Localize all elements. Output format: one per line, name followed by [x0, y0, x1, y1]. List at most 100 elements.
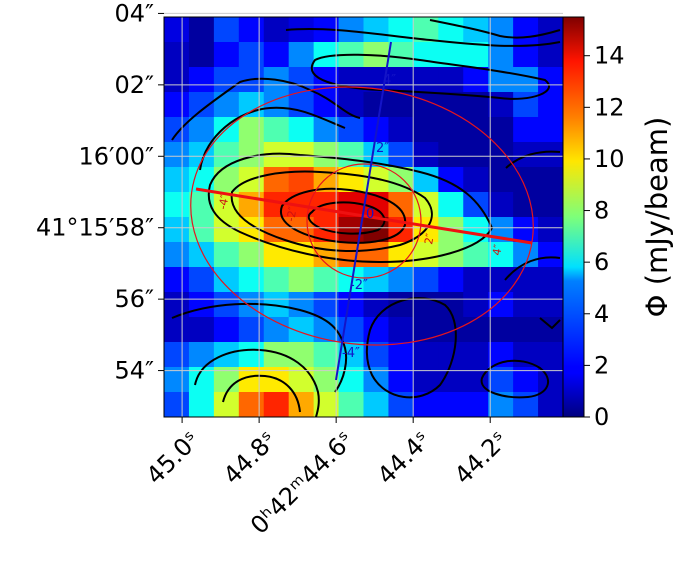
heatmap-cell: [438, 192, 464, 218]
heatmap-cell: [438, 92, 464, 118]
heatmap-cell: [164, 117, 190, 143]
heatmap-cell: [388, 367, 414, 393]
heatmap-cell: [313, 117, 340, 143]
heatmap-cell: [388, 42, 414, 68]
heatmap-cell: [363, 17, 390, 43]
heatmap-cell: [538, 217, 563, 243]
heatmap-cell: [213, 142, 240, 168]
colorbar: 0 2 4 6 8 10 12 14 Φ (mJy/beam): [562, 16, 674, 431]
heatmap-cell: [238, 267, 265, 293]
heatmap-cell: [164, 242, 190, 268]
colorbar-tick-label: 6: [594, 248, 609, 276]
heatmap-cell: [538, 42, 563, 68]
heatmap-cell: [463, 317, 489, 343]
heatmap-cell: [188, 67, 215, 93]
heatmap-cell: [164, 192, 190, 218]
heatmap-cell: [164, 42, 190, 68]
heatmap-cell: [338, 142, 365, 168]
contour-line: [199, 106, 346, 171]
heatmap-cell: [388, 67, 414, 93]
heatmap-cell: [263, 267, 290, 293]
contour-lines: [171, 19, 561, 417]
x-tick-label: 44.4ˢ: [372, 426, 436, 490]
heatmap-cell: [363, 92, 390, 118]
heatmap-cell: [263, 392, 290, 417]
heatmap-cell: [513, 292, 539, 318]
heatmap-cell: [413, 292, 439, 318]
y-tick-label: 04″: [114, 0, 154, 27]
heatmap-cell: [488, 142, 514, 168]
colorbar-gradient: [562, 16, 585, 418]
heatmap-cell: [213, 17, 240, 43]
heatmap-cell: [388, 267, 414, 293]
heatmap-cell: [463, 392, 489, 417]
colorbar-tick-label: 12: [594, 93, 625, 121]
heatmap-cell: [188, 267, 215, 293]
blue-axis-tick-label: -4″: [342, 346, 360, 361]
heatmap-cell: [388, 192, 414, 218]
large-ellipse: [190, 86, 534, 346]
y-tick-label: 41°15′58″: [36, 214, 154, 242]
heatmap-cell: [488, 92, 514, 118]
heatmap-cell: [263, 317, 290, 343]
y-tick-label: 54″: [114, 357, 154, 385]
heatmap-cell: [263, 42, 290, 68]
heatmap-cell: [538, 342, 563, 368]
heatmap-cell: [213, 267, 240, 293]
heatmap-cell: [413, 142, 439, 168]
heatmap-cell: [238, 92, 265, 118]
heatmap-cell: [538, 92, 563, 118]
heatmap-cell: [164, 392, 190, 417]
heatmap-cell: [413, 242, 439, 268]
heatmap-cell: [463, 267, 489, 293]
overlay-geometry: 4″ 2″ 0 -2″ -4″ -4″ -2″ 2″ 4″: [190, 41, 534, 381]
heatmap-cell: [164, 17, 190, 43]
heatmap-cell: [238, 117, 265, 143]
heatmap-cell: [363, 367, 390, 393]
heatmap-cell: [238, 242, 265, 268]
heatmap-cell: [313, 342, 340, 368]
heatmap-cell: [188, 292, 215, 318]
heatmap-cell: [188, 42, 215, 68]
heatmap-cell: [213, 67, 240, 93]
heatmap-cell: [238, 392, 265, 417]
heatmap-cell: [388, 92, 414, 118]
heatmap-cell: [488, 367, 514, 393]
red-axis-tick-label: 2″: [422, 232, 437, 245]
heatmap-cells: [164, 17, 563, 417]
blue-axis-line: [335, 41, 392, 381]
heatmap-cell: [213, 242, 240, 268]
contour-line: [429, 19, 561, 39]
heatmap-cell: [388, 142, 414, 168]
heatmap-cell: [438, 392, 464, 417]
heatmap-cell: [238, 367, 265, 393]
heatmap-cell: [488, 342, 514, 368]
heatmap-cell: [164, 167, 190, 193]
heatmap-cell: [513, 217, 539, 243]
heatmap-cell: [488, 242, 514, 268]
contour-line: [310, 53, 550, 100]
heatmap-cell: [488, 17, 514, 43]
heatmap-cell: [413, 342, 439, 368]
heatmap-cell: [188, 117, 215, 143]
heatmap-cell: [538, 242, 563, 268]
heatmap-cell: [238, 17, 265, 43]
heatmap-cell: [238, 317, 265, 343]
heatmap-cell: [238, 42, 265, 68]
heatmap-cell: [288, 367, 315, 393]
heatmap-cell: [488, 192, 514, 218]
y-axis: 04″ 02″ 16′00″ 41°15′58″ 56″ 54″: [36, 0, 164, 385]
heatmap-cell: [263, 167, 290, 193]
contour-line: [285, 28, 561, 47]
contour-line: [480, 359, 550, 399]
heatmap-cell: [413, 92, 439, 118]
red-axis-line: [195, 187, 533, 245]
heatmap-cell: [438, 17, 464, 43]
heatmap-cell: [513, 17, 539, 43]
heatmap-cell: [263, 367, 290, 393]
heatmap-cell: [463, 42, 489, 68]
heatmap-cell: [263, 17, 290, 43]
heatmap-cell: [513, 192, 539, 218]
